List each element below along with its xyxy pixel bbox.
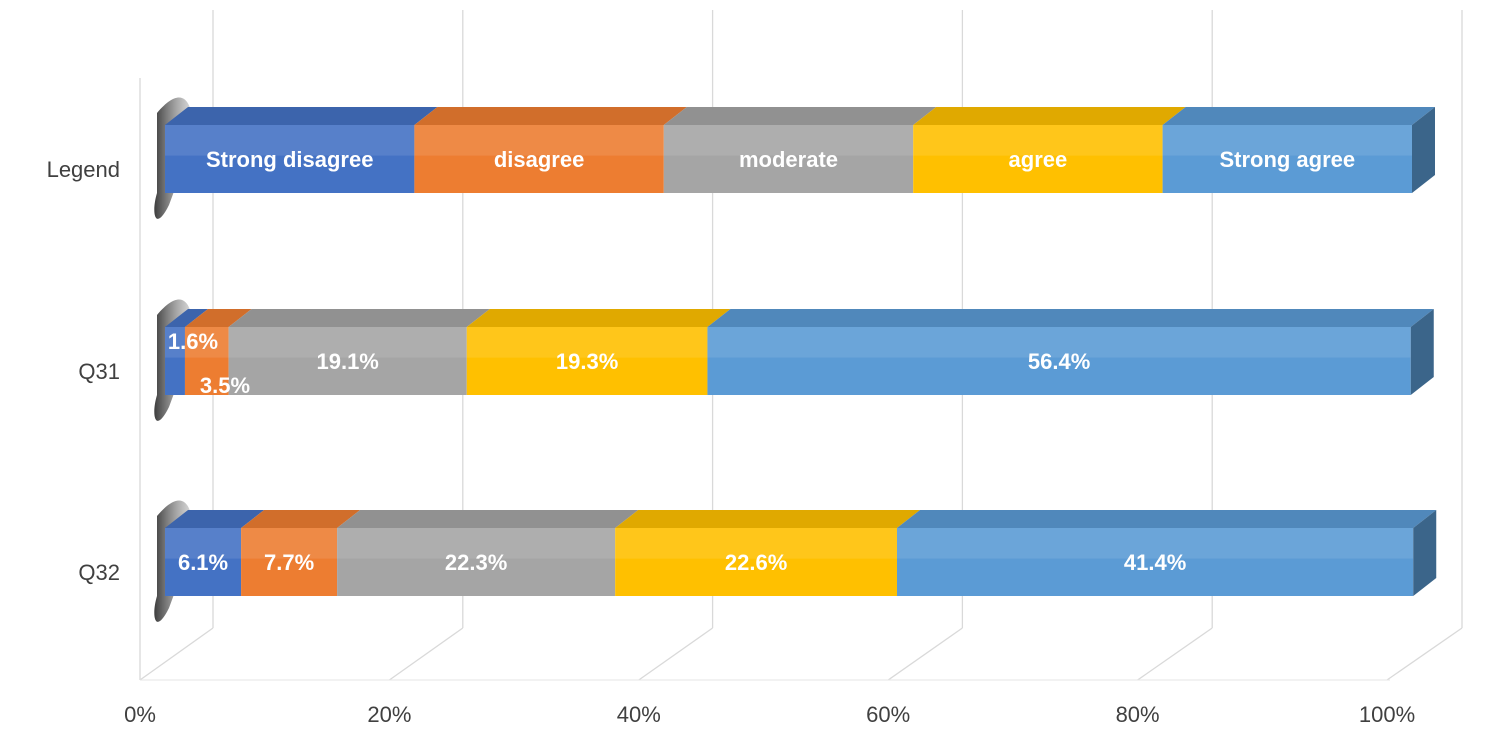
bar-highlight — [615, 528, 897, 559]
axes: 0% 20% 40% 60% 80% 100% Legend Q31 Q32 — [47, 157, 1416, 727]
data-label: 22.6% — [725, 550, 787, 575]
bar-highlight — [707, 327, 1411, 358]
data-label: 41.4% — [1124, 550, 1186, 575]
category-label: Legend — [47, 157, 120, 182]
bar-highlight — [228, 327, 467, 358]
bar-segment — [228, 309, 490, 395]
bar-front-face — [165, 327, 185, 395]
bar-top-face — [615, 510, 920, 528]
data-label: 1.6% — [168, 329, 218, 354]
bar-segment — [165, 510, 265, 596]
bar-front-face — [707, 327, 1411, 395]
bar-segment — [241, 510, 361, 596]
bar-segment — [414, 107, 687, 193]
bar-segment — [184, 309, 252, 395]
bar-highlight — [165, 327, 185, 358]
data-label: 7.7% — [264, 550, 314, 575]
x-tick-label: 80% — [1116, 702, 1160, 727]
bar-front-face — [466, 327, 708, 395]
bar-highlight — [165, 125, 415, 156]
bar-end-face — [1413, 510, 1437, 596]
bar-segment — [165, 107, 438, 193]
data-label: 3.5% — [200, 373, 250, 398]
x-tick-label: 40% — [617, 702, 661, 727]
bar-highlight — [663, 125, 914, 156]
bar-top-face — [896, 510, 1437, 528]
bar-highlight — [241, 528, 338, 559]
data-label: moderate — [739, 147, 838, 172]
bar-top-face — [184, 309, 252, 327]
data-label: disagree — [494, 147, 585, 172]
bar-segment — [165, 309, 208, 395]
bar-front-face — [184, 327, 229, 395]
bar-segment — [466, 309, 731, 395]
bar-highlight — [414, 125, 664, 156]
category-label: Q32 — [78, 560, 120, 585]
x-tick-label: 60% — [866, 702, 910, 727]
bar-front-face — [241, 528, 338, 596]
bar-front-face — [913, 125, 1163, 193]
data-label: 19.1% — [316, 349, 378, 374]
bar-top-face — [165, 107, 438, 125]
bar-top-face — [913, 107, 1186, 125]
bar-top-face — [663, 107, 937, 125]
bar-top-face — [228, 309, 490, 327]
bar-top-face — [414, 107, 687, 125]
bar-front-face — [1162, 125, 1412, 193]
bar-highlight — [1162, 125, 1412, 156]
data-label: agree — [1009, 147, 1068, 172]
bar-segment — [337, 510, 639, 596]
bar-front-face — [228, 327, 467, 395]
bars — [165, 107, 1437, 596]
bar-top-face — [1162, 107, 1435, 125]
category-label: Q31 — [78, 359, 120, 384]
bar-end-face — [1412, 107, 1435, 193]
bar-top-face — [337, 510, 639, 528]
bar-highlight — [337, 528, 616, 559]
bar-front-face — [615, 528, 897, 596]
bar-segment — [707, 309, 1434, 395]
x-tick-label: 0% — [124, 702, 156, 727]
bar-front-face — [337, 528, 616, 596]
floor-gridline — [139, 627, 214, 681]
bar-top-face — [707, 309, 1434, 327]
floor-gridline — [389, 627, 464, 681]
bar-segment — [896, 510, 1437, 596]
bar-segment — [1162, 107, 1435, 193]
floor-gridline — [638, 627, 713, 681]
bar-segment — [663, 107, 937, 193]
bar-highlight — [165, 528, 242, 559]
data-labels: Strong disagree disagree moderate agree Stro… — [168, 147, 1355, 575]
bar-highlight — [913, 125, 1163, 156]
floor-gridline — [887, 627, 963, 681]
bar-segment — [615, 510, 920, 596]
bar-front-face — [663, 125, 914, 193]
bar-front-face — [896, 528, 1414, 596]
data-label: 22.3% — [445, 550, 507, 575]
floor-gridline — [1386, 627, 1463, 681]
bar-top-face — [165, 510, 265, 528]
bar-top-face — [466, 309, 731, 327]
bar-front-face — [165, 125, 415, 193]
x-tick-label: 100% — [1359, 702, 1415, 727]
data-label: Strong agree — [1219, 147, 1355, 172]
bar-highlight — [184, 327, 229, 358]
data-label: 6.1% — [178, 550, 228, 575]
bar-top-face — [241, 510, 361, 528]
bar-highlight — [466, 327, 708, 358]
data-label: 19.3% — [556, 349, 618, 374]
floor-gridline — [1137, 627, 1213, 681]
bar-top-face — [165, 309, 208, 327]
bar-front-face — [165, 528, 242, 596]
data-label: Strong disagree — [206, 147, 373, 172]
x-tick-label: 20% — [367, 702, 411, 727]
bar-segment — [913, 107, 1186, 193]
data-label: 56.4% — [1028, 349, 1090, 374]
bar-end-face — [1410, 309, 1434, 395]
bar-front-face — [414, 125, 664, 193]
bar-highlight — [896, 528, 1414, 559]
